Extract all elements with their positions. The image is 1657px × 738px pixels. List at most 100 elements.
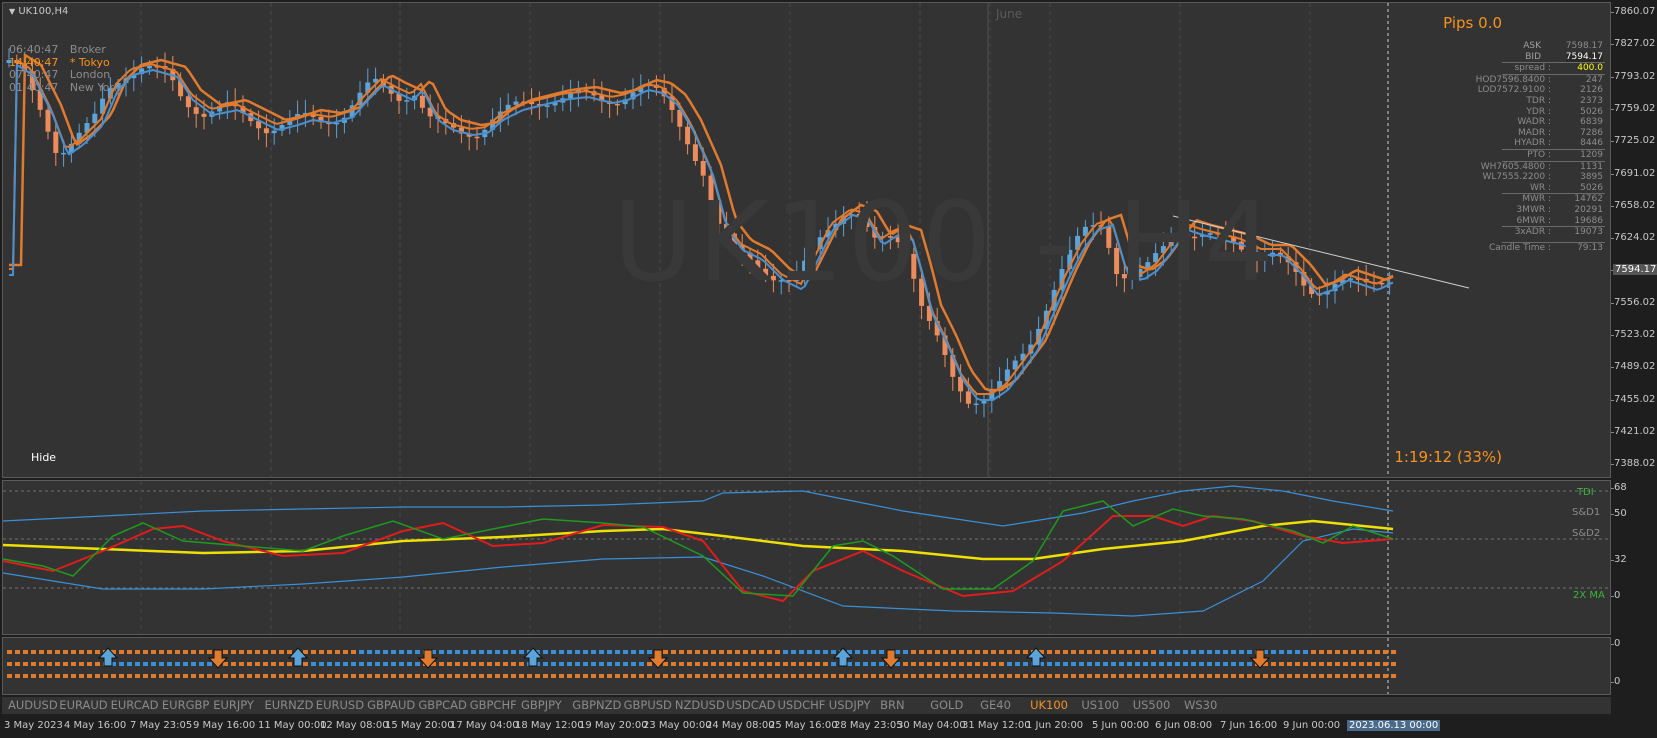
signal-dot [1247,650,1252,654]
signal-dot [911,650,916,654]
symbol-button-eurusd[interactable]: EURUSD [315,698,365,712]
signal-dot [767,650,772,654]
signal-dot [591,662,596,666]
signal-dot [943,662,948,666]
signal-dot [535,674,540,678]
price-scale[interactable]: 7860.07 7827.02 7793.02 7759.02 7725.02 7691.… [1610,2,1657,478]
symbol-button-ws30[interactable]: WS30 [1184,698,1218,712]
signal-dot [1071,650,1076,654]
symbol-button-eurcad[interactable]: EURCAD [110,698,159,712]
info-row: HOD7596.8400 : 247 [1476,73,1605,86]
time-tick-label: 1 Jun 20:00 [1026,720,1084,731]
signal-dot [1167,674,1172,678]
symbol-button-us500[interactable]: US500 [1132,698,1171,712]
info-label: TDR : [1526,95,1551,106]
signal-dot [1359,674,1364,678]
signal-dot [159,650,164,654]
symbol-button-gbpusd[interactable]: GBPUSD [623,698,672,712]
pips-readout: Pips 0.0 [1443,14,1502,32]
candle-body [895,237,901,243]
signal-dot [95,674,100,678]
symbol-button-usdcad[interactable]: USDCAD [726,698,776,712]
candle-body [669,96,675,110]
signal-dot [671,674,676,678]
candle-body [599,95,605,102]
signal-dot [1295,650,1300,654]
signal-dot [1127,662,1132,666]
signal-dot [543,650,548,654]
signal-dot [1007,662,1012,666]
symbol-button-audusd[interactable]: AUDUSD [8,698,58,712]
signal-arrows-panel[interactable] [2,637,1611,695]
signal-dot [31,650,36,654]
chevron-down-icon[interactable]: ▼ [9,7,16,16]
time-tick-label: 28 May 23:05 [834,720,903,731]
info-value: 5026 [1580,106,1603,117]
symbol-button-gbpcad[interactable]: GBPCAD [418,698,467,712]
candle-body [1176,233,1182,240]
candle-body [1090,225,1096,227]
signal-dot [1151,674,1156,678]
symbol-button-us100[interactable]: US100 [1081,698,1120,712]
signal-dot [1367,650,1372,654]
price-chart-panel[interactable]: UK100 - H4 June ▼ UK100,H4 06:40:47 Brok… [2,2,1611,478]
signal-dot [207,662,212,666]
info-label: 3MWR : [1516,204,1551,215]
signal-dot [831,650,836,654]
signal-dot [143,662,148,666]
signal-dot [311,674,316,678]
signal-dot [1319,650,1324,654]
signal-dot [615,674,620,678]
symbol-button-gbpnzd[interactable]: GBPNZD [572,698,622,712]
signal-dot [1255,674,1260,678]
signal-dot [1231,662,1236,666]
signal-dot [1319,674,1324,678]
price-chart-canvas[interactable] [3,3,1611,478]
symbol-button-uk100[interactable]: UK100 [1030,698,1069,712]
arrow-down-icon [880,649,902,669]
signal-dot [935,650,940,654]
info-row: YDR : 5026 [1502,107,1605,118]
signal-dot [1183,674,1188,678]
candle-body [708,175,714,201]
tdi-indicator-canvas[interactable] [3,481,1611,635]
signal-dot [1087,674,1092,678]
signal-dot [431,650,436,654]
symbol-button-euraud[interactable]: EURAUD [59,698,108,712]
info-value: 3895 [1580,172,1603,183]
symbol-button-eurjpy[interactable]: EURJPY [213,698,254,712]
symbol-button-gbpaud[interactable]: GBPAUD [367,698,416,712]
signal-dot [583,650,588,654]
tdi-indicator-panel[interactable]: TDI S&D1 S&D2 2X MA [2,480,1611,635]
signal-dot [415,650,420,654]
symbol-button-gold[interactable]: GOLD [930,698,964,712]
signal-dot [1383,674,1388,678]
symbol-button-nzdusd[interactable]: NZDUSD [674,698,725,712]
symbol-button-eurgbp[interactable]: EURGBP [161,698,210,712]
signal-dot [55,674,60,678]
price-tick-label: 7523.02 [1610,329,1656,340]
signal-dot [303,674,308,678]
symbol-button-gbpjpy[interactable]: GBPJPY [521,698,562,712]
signal-arrows-canvas[interactable] [3,638,1611,695]
signal-dot [703,674,708,678]
signal-dot [1095,674,1100,678]
symbol-button-ge40[interactable]: GE40 [980,698,1011,712]
time-tick-label: 30 May 04:00 [897,720,966,731]
hide-button[interactable]: Hide [31,451,57,464]
price-tick-label: 7421.02 [1610,425,1656,437]
candle-body [107,87,113,99]
signal-dot [239,674,244,678]
candle-timer: 1:19:12 (33%) [1394,448,1502,466]
symbol-button-usdchf[interactable]: USDCHF [777,698,826,712]
candle-body [989,390,995,401]
symbol-button-eurnzd[interactable]: EURNZD [264,698,314,712]
signal-dot [391,650,396,654]
signal-dot [479,650,484,654]
symbol-button-usdjpy[interactable]: USDJPY [828,698,871,712]
symbol-button-gbpchf[interactable]: GBPCHF [469,698,517,712]
info-label: HOD7596.8400 : [1475,74,1551,85]
candle-body [1379,282,1385,285]
symbol-button-brn[interactable]: BRN [880,698,905,712]
candle-body [911,253,917,279]
